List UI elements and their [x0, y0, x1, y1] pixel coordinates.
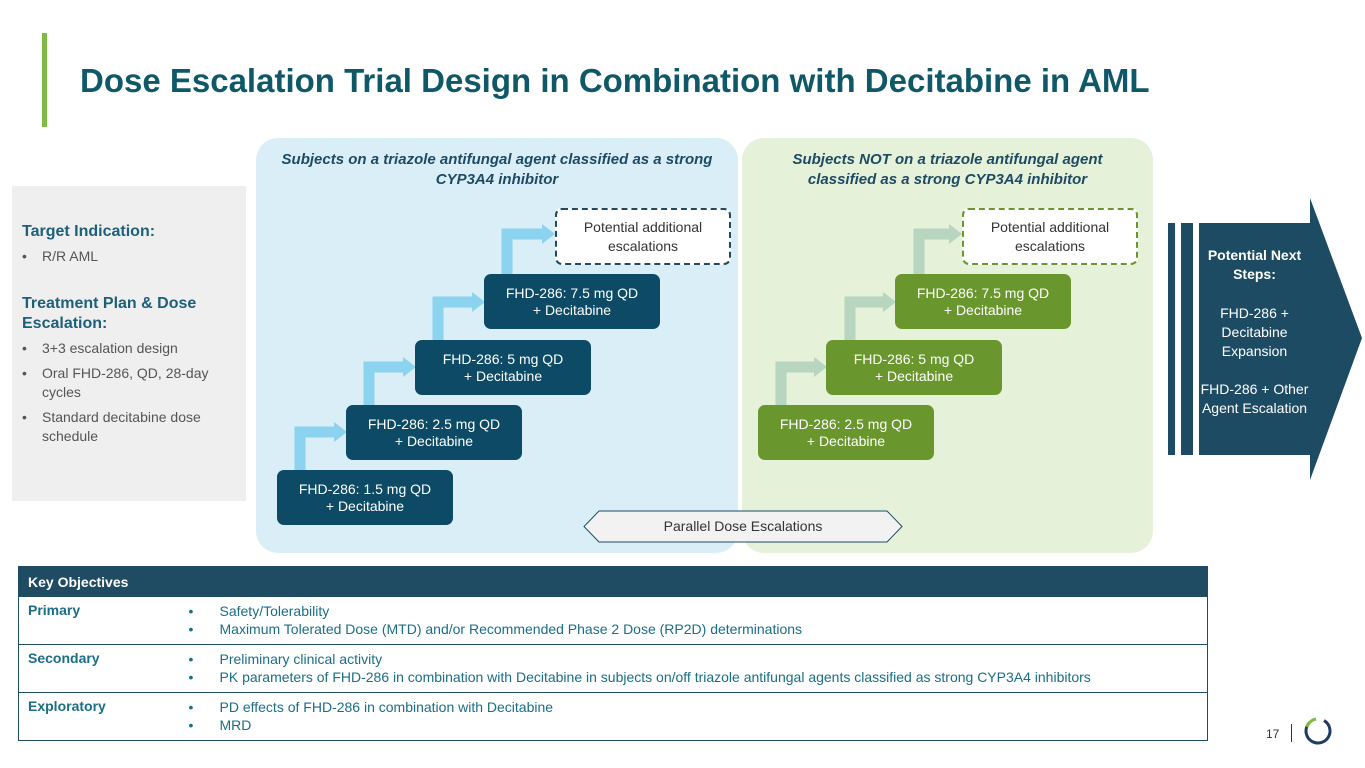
list-item: Safety/Tolerability — [189, 602, 1208, 620]
list-item: R/R AML — [22, 247, 236, 266]
stripe — [1168, 223, 1175, 455]
dose-label: FHD-286: 2.5 mg QD — [779, 415, 913, 432]
dose-step-box: FHD-286: 7.5 mg QD + Decitabine — [484, 274, 660, 329]
trial-summary-panel: Target Indication: R/R AML Treatment Pla… — [12, 186, 246, 501]
key-objectives-table: Key Objectives Primary Safety/Tolerabili… — [18, 566, 1208, 741]
row-label: Secondary — [18, 644, 189, 693]
dose-label: FHD-286: 1.5 mg QD — [298, 480, 432, 497]
combo-label: + Decitabine — [806, 432, 886, 449]
stripe — [1181, 223, 1193, 455]
target-list: R/R AML — [22, 247, 236, 266]
page-title: Dose Escalation Trial Design in Combinat… — [80, 62, 1150, 99]
list-item: MRD — [189, 716, 1208, 734]
dose-step-box: FHD-286: 2.5 mg QD + Decitabine — [758, 405, 934, 460]
table-row: Exploratory PD effects of FHD-286 in com… — [18, 692, 1208, 741]
list-item: Maximum Tolerated Dose (MTD) and/or Reco… — [189, 620, 1208, 638]
dose-step-box: FHD-286: 5 mg QD + Decitabine — [415, 340, 591, 395]
accent-bar — [42, 33, 47, 127]
parallel-text: Parallel Dose Escalations — [663, 518, 823, 534]
arm-heading: Subjects NOT on a triazole antifungal ag… — [792, 151, 1103, 188]
dose-label: FHD-286: 5 mg QD — [853, 350, 975, 367]
company-logo-icon — [1304, 717, 1332, 745]
dose-step-box: FHD-286: 2.5 mg QD + Decitabine — [346, 405, 522, 460]
arrow-body — [1199, 198, 1362, 480]
table-row: Secondary Preliminary clinical activityP… — [18, 644, 1208, 693]
row-items: PD effects of FHD-286 in combination wit… — [188, 692, 1208, 741]
list-item: PD effects of FHD-286 in combination wit… — [189, 698, 1208, 716]
treatment-plan-heading: Treatment Plan & Dose Escalation: — [22, 295, 197, 332]
target-indication-heading: Target Indication: — [22, 223, 156, 240]
list-item: Oral FHD-286, QD, 28-day cycles — [22, 364, 242, 402]
list-item: Preliminary clinical activity — [189, 650, 1208, 668]
row-items: Preliminary clinical activityPK paramete… — [188, 644, 1208, 693]
row-label: Exploratory — [18, 692, 189, 741]
parallel-dose-escalations-label: Parallel Dose Escalations — [583, 510, 903, 543]
combo-label: + Decitabine — [874, 367, 954, 384]
arm-heading: Subjects on a triazole antifungal agent … — [281, 151, 713, 188]
next-steps-text: Potential Next Steps: FHD-286 + Decitabi… — [1199, 246, 1310, 418]
combo-label: + Decitabine — [532, 301, 612, 318]
next-steps-arrow — [1168, 198, 1362, 480]
next-step-item: FHD-286 + Decitabine Expansion — [1220, 305, 1289, 359]
list-item: 3+3 escalation design — [22, 339, 242, 358]
page-number: 17 — [1266, 727, 1280, 741]
dose-step-box: FHD-286: 7.5 mg QD + Decitabine — [895, 274, 1071, 329]
dose-label: FHD-286: 5 mg QD — [442, 350, 564, 367]
double-arrow-shape — [583, 510, 903, 543]
list-item: Standard decitabine dose schedule — [22, 408, 242, 446]
additional-escalations-box: Potential additional escalations — [555, 208, 731, 265]
combo-label: + Decitabine — [463, 367, 543, 384]
dose-step-box: FHD-286: 5 mg QD + Decitabine — [826, 340, 1002, 395]
divider — [1291, 724, 1292, 742]
combo-label: + Decitabine — [394, 432, 474, 449]
list-item: PK parameters of FHD-286 in combination … — [189, 668, 1208, 686]
additional-escalations-box: Potential additional escalations — [962, 208, 1138, 265]
table-row: Primary Safety/TolerabilityMaximum Toler… — [18, 596, 1208, 645]
plan-list: 3+3 escalation design Oral FHD-286, QD, … — [22, 339, 242, 446]
dose-label: FHD-286: 7.5 mg QD — [916, 284, 1050, 301]
next-steps-heading: Potential Next Steps: — [1207, 247, 1302, 282]
table-header: Key Objectives — [18, 566, 1208, 597]
combo-label: + Decitabine — [325, 497, 405, 514]
row-label: Primary — [18, 596, 189, 645]
row-items: Safety/TolerabilityMaximum Tolerated Dos… — [188, 596, 1208, 645]
dose-label: FHD-286: 2.5 mg QD — [367, 415, 501, 432]
dose-label: FHD-286: 7.5 mg QD — [505, 284, 639, 301]
dose-step-box: FHD-286: 1.5 mg QD + Decitabine — [277, 470, 453, 525]
combo-label: + Decitabine — [943, 301, 1023, 318]
next-step-item: FHD-286 + Other Agent Escalation — [1200, 381, 1309, 416]
